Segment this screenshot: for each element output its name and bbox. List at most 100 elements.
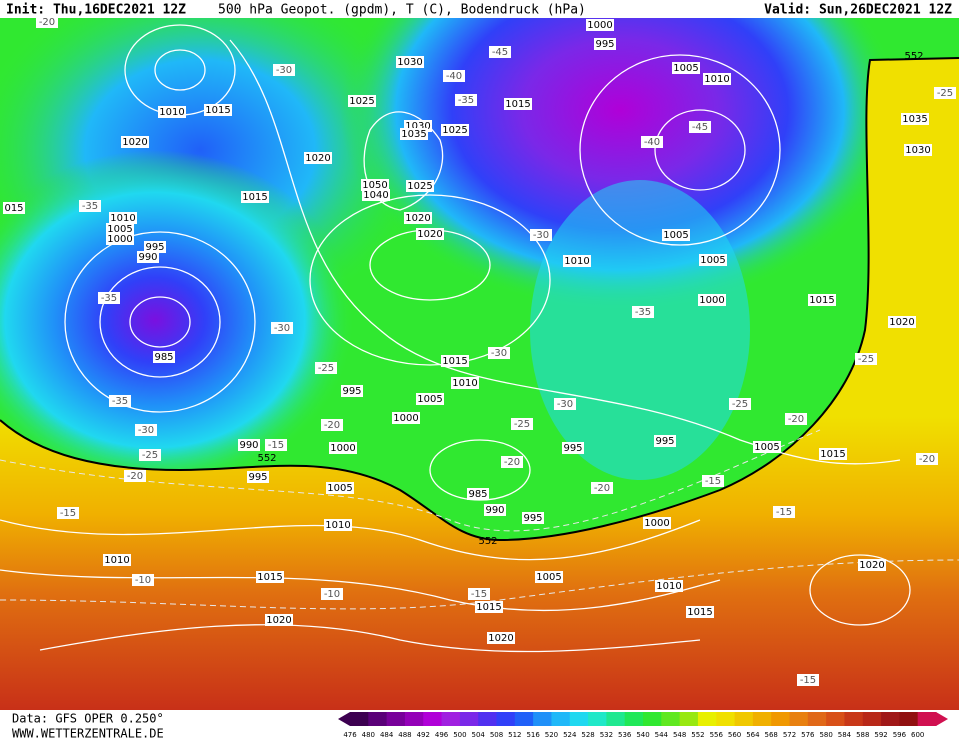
isobar-label-box — [672, 62, 700, 74]
isobar-label: 1015 — [242, 192, 267, 203]
temperature-label: -35 — [458, 95, 474, 106]
isobar-label-box — [703, 73, 731, 85]
legend-swatch — [624, 712, 644, 726]
isobar-label-box — [392, 412, 420, 424]
isobar-label: 1010 — [325, 520, 350, 531]
website: WWW.WETTERZENTRALE.DE — [12, 727, 164, 741]
isobar — [0, 569, 721, 612]
temperature-label-box — [321, 419, 343, 431]
temperature-label-box — [632, 306, 654, 318]
isobar — [99, 266, 221, 378]
warm-area — [0, 58, 959, 710]
temperature-label: -20 — [504, 457, 520, 468]
isobar-label: 1035 — [401, 129, 426, 140]
isobar-label-box — [406, 180, 434, 192]
isobar-label: 995 — [563, 443, 582, 454]
temperature-label-box — [916, 453, 938, 465]
temperature-label-box — [488, 347, 510, 359]
isobar-label: 1015 — [205, 105, 230, 116]
legend-swatch — [807, 712, 827, 726]
temperature-label: -20 — [324, 420, 340, 431]
isobar-label: 1035 — [902, 114, 927, 125]
map-title: 500 hPa Geopot. (gpdm), T (C), Bodendruc… — [218, 3, 586, 18]
temperature-label-box — [57, 507, 79, 519]
temperature-label: -25 — [142, 450, 158, 461]
legend-label: 576 — [801, 731, 815, 739]
legend-label: 540 — [636, 731, 649, 739]
isobar — [64, 231, 256, 413]
isobar-label: 985 — [154, 352, 173, 363]
temperature-label-box — [135, 424, 157, 436]
temperature-label-box — [511, 418, 533, 430]
isobar-label: 1025 — [349, 96, 374, 107]
temperature-label-box — [124, 470, 146, 482]
isobar-label: 1010 — [704, 74, 729, 85]
cold-area — [340, 0, 900, 310]
isobar-label-box — [484, 504, 506, 516]
isobar-label: 1020 — [889, 317, 914, 328]
init-time: Init: Thu,16DEC2021 12Z — [6, 3, 186, 18]
legend-label: 524 — [563, 731, 577, 739]
isobar-label-box — [362, 189, 390, 201]
isobar-label-box — [904, 144, 932, 156]
temperature-label: -15 — [800, 675, 816, 686]
valid-time: Valid: Sun,26DEC2021 12Z — [764, 3, 952, 18]
temperature-label: -40 — [644, 137, 660, 148]
isobar-label: 1010 — [564, 256, 589, 267]
legend-swatch — [350, 712, 369, 726]
temperature-label: -30 — [491, 348, 507, 359]
isobar-label: 1000 — [107, 234, 132, 245]
legend-swatch — [368, 712, 388, 726]
legend-swatch — [386, 712, 406, 726]
isobar-label: 1005 — [673, 63, 698, 74]
isobar-label-box — [326, 482, 354, 494]
temperature-label: -15 — [60, 508, 76, 519]
temperature-label-box — [321, 588, 343, 600]
legend-arrow-left — [338, 712, 350, 726]
legend-swatch — [551, 712, 571, 726]
isobar-label-box — [662, 229, 690, 241]
isobar-label: 1005 — [107, 224, 132, 235]
temperature-label: -20 — [594, 483, 610, 494]
temperature-label: -45 — [692, 122, 708, 133]
isobar-label-box — [109, 212, 137, 224]
temperature-label-box — [315, 362, 337, 374]
isobar — [579, 54, 781, 246]
isobar-label: 1020 — [417, 229, 442, 240]
isobar-label-box — [475, 601, 503, 613]
isobar-label-box — [504, 98, 532, 110]
legend-swatch — [734, 712, 754, 726]
isobar-label-box — [467, 488, 489, 500]
legend-arrow-right — [936, 712, 948, 726]
legend-label: 516 — [526, 731, 540, 739]
legend-label: 596 — [893, 731, 907, 739]
temperature-label-box — [132, 574, 154, 586]
legend-swatch — [771, 712, 790, 726]
isobar-label: 1005 — [700, 255, 725, 266]
isobar-label: 1015 — [505, 99, 530, 110]
temperature-label-box — [273, 64, 295, 76]
legend-swatch — [643, 712, 662, 726]
temperature-label: -15 — [705, 476, 721, 487]
temperature-label-box — [265, 439, 287, 451]
legend-label: 528 — [581, 731, 594, 739]
isobar-label: 1000 — [393, 413, 418, 424]
temperature-label: -35 — [82, 201, 98, 212]
temperature-label-box — [934, 87, 956, 99]
temperature-label-box — [689, 121, 711, 133]
color-legend: 476 480 484 488 492 496 500 504 508 512 516 520 524 5… — [338, 712, 948, 739]
legend-swatch — [569, 712, 589, 726]
legend-label: 568 — [765, 731, 778, 739]
legend-swatch — [697, 712, 717, 726]
legend-label: 492 — [417, 731, 430, 739]
552-contour — [0, 57, 959, 542]
legend-swatch — [404, 712, 424, 726]
isobar-label: 995 — [248, 472, 267, 483]
temperature-label-box — [773, 506, 795, 518]
legend-label: 544 — [655, 731, 669, 739]
isobar-label-box — [563, 255, 591, 267]
isobar-label-box — [324, 519, 352, 531]
temperature-label: -35 — [112, 396, 128, 407]
